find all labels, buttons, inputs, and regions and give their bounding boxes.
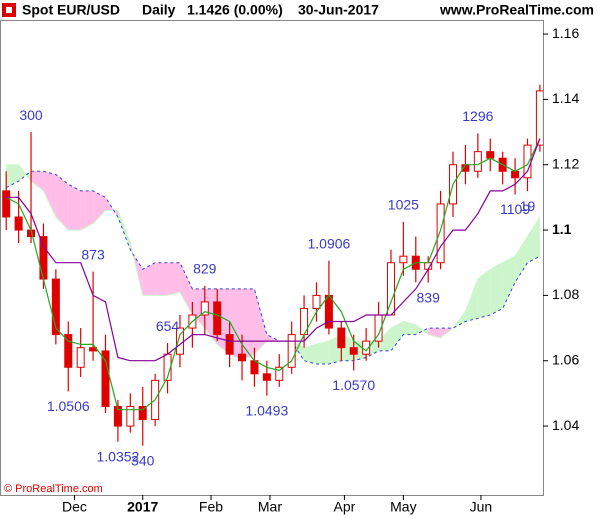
chart-title: Spot EUR/USD bbox=[22, 2, 120, 18]
annotation: 829 bbox=[193, 261, 217, 277]
footer: © ProRealTime.com bbox=[4, 483, 103, 495]
x-tick-label: May bbox=[390, 499, 416, 515]
cloud-fill bbox=[390, 321, 404, 351]
cloud-fill bbox=[254, 288, 267, 355]
candle-body bbox=[511, 170, 520, 179]
annotation: 1.0906 bbox=[307, 235, 350, 251]
y-tick-label: 1.06 bbox=[552, 351, 579, 367]
candle-body bbox=[473, 151, 482, 172]
candle-body bbox=[2, 190, 11, 218]
annotation: 654 bbox=[156, 318, 180, 334]
candle-body bbox=[399, 255, 408, 264]
y-tick-label: 1.08 bbox=[552, 286, 579, 302]
x-tick-label: Mar bbox=[258, 499, 282, 515]
cloud-fill bbox=[43, 171, 56, 217]
candle-body bbox=[76, 347, 85, 368]
indicator-line bbox=[6, 138, 541, 362]
cloud-fill bbox=[155, 262, 168, 296]
annotation: 19 bbox=[520, 198, 536, 214]
site: www.ProRealTime.com bbox=[439, 2, 594, 18]
candle-body bbox=[126, 405, 135, 427]
candle-body bbox=[262, 373, 271, 381]
candle-body bbox=[213, 301, 222, 336]
cloud-fill bbox=[527, 216, 540, 263]
cloud-fill bbox=[242, 288, 255, 361]
cloud-fill bbox=[378, 328, 391, 351]
cloud-fill bbox=[515, 236, 528, 283]
candle-body bbox=[349, 347, 358, 355]
cloud-fill bbox=[490, 262, 503, 315]
y-tick-label: 1.04 bbox=[552, 417, 579, 433]
cloud-fill bbox=[6, 164, 19, 188]
cloud-fill bbox=[192, 288, 205, 329]
candle-body bbox=[337, 327, 346, 349]
x-tick-label: 2017 bbox=[127, 499, 158, 515]
cloud-fill bbox=[179, 262, 193, 315]
plot-frame bbox=[0, 20, 544, 496]
cloud-fill bbox=[80, 190, 94, 231]
cloud-fill bbox=[142, 262, 156, 296]
annotation: 1.0506 bbox=[47, 398, 90, 414]
cloud-fill bbox=[403, 321, 416, 335]
annotation: 1.0493 bbox=[245, 402, 288, 418]
x-tick-label: Dec bbox=[62, 499, 87, 515]
x-tick-label: Apr bbox=[334, 499, 356, 515]
annotation: 340 bbox=[131, 452, 155, 468]
y-tick-label: 1.1 bbox=[552, 221, 572, 237]
candle-body bbox=[287, 334, 296, 368]
plot bbox=[2, 84, 543, 446]
candle-body bbox=[51, 278, 60, 336]
cloud-fill bbox=[117, 210, 131, 250]
indicator-line bbox=[5, 138, 541, 411]
cloud-fill bbox=[502, 256, 516, 309]
cloud-fill bbox=[68, 184, 81, 231]
cloud-fill bbox=[304, 344, 317, 364]
candle-body bbox=[138, 405, 147, 421]
candle-body bbox=[225, 334, 234, 355]
y-tick-label: 1.12 bbox=[552, 155, 579, 171]
y-tick-label: 1.14 bbox=[552, 90, 579, 106]
candle-body bbox=[101, 350, 110, 407]
candle-body bbox=[436, 203, 445, 264]
candle-body bbox=[14, 216, 23, 231]
candle-body bbox=[200, 301, 209, 316]
candle-body bbox=[39, 236, 48, 280]
cloud-fill bbox=[31, 171, 44, 191]
candle-body bbox=[486, 151, 495, 159]
candle-body bbox=[312, 294, 321, 309]
date: 30-Jun-2017 bbox=[298, 2, 379, 18]
annotation: 300 bbox=[19, 107, 43, 123]
x-tick-label: Feb bbox=[199, 499, 223, 515]
annotation: 839 bbox=[417, 289, 441, 305]
x-tick-label: Jun bbox=[470, 499, 493, 515]
period: Daily bbox=[142, 2, 176, 18]
cloud-fill bbox=[465, 279, 478, 322]
cloud-fill bbox=[477, 269, 491, 319]
cloud-fill bbox=[93, 190, 106, 224]
cloud-fill bbox=[55, 174, 69, 231]
logo-inner bbox=[6, 7, 12, 13]
candle-body bbox=[523, 144, 532, 179]
candle-body bbox=[275, 366, 284, 381]
candle-body bbox=[535, 90, 543, 146]
annotation: 1296 bbox=[462, 108, 493, 124]
cloud-fill bbox=[167, 262, 180, 296]
annotation: 1025 bbox=[388, 197, 419, 213]
annotation: 873 bbox=[81, 246, 105, 262]
candle-body bbox=[64, 334, 73, 368]
cloud-fill bbox=[291, 341, 305, 361]
last-price: 1.1426 (0.00%) bbox=[187, 2, 283, 18]
candle-body bbox=[238, 353, 247, 362]
annotation: 1.0570 bbox=[332, 377, 375, 393]
candle-body bbox=[113, 405, 122, 427]
cloud-fill bbox=[428, 328, 441, 338]
annotation: 1.0352 bbox=[96, 448, 139, 464]
cloud-fill bbox=[316, 341, 329, 364]
y-tick-label: 1.16 bbox=[552, 25, 579, 41]
annotation: 1109 bbox=[500, 201, 530, 217]
